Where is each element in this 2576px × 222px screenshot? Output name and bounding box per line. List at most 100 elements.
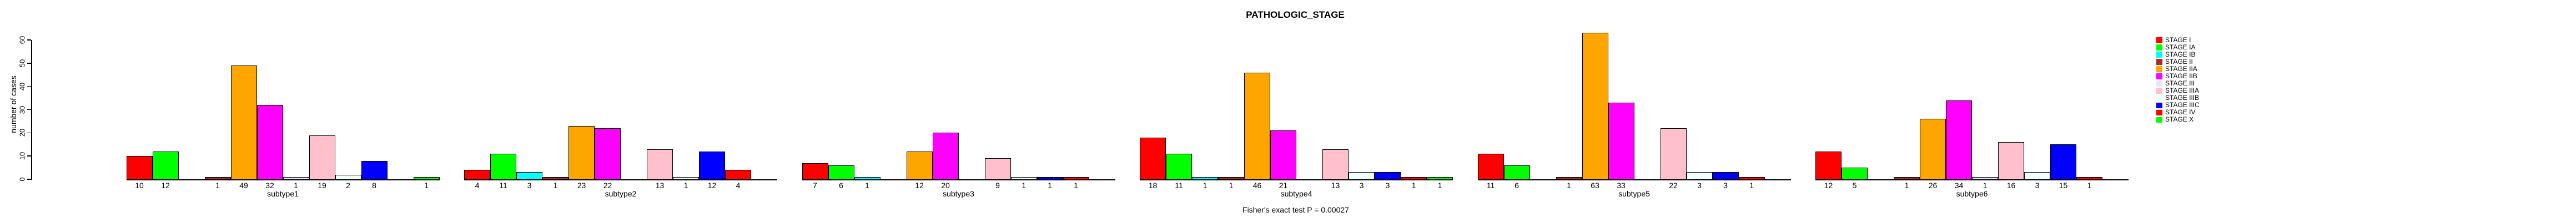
bar [1063,176,1089,180]
bar [1712,172,1739,180]
bar-value-label: 3 [527,181,532,190]
bar-value-label: 34 [1954,181,1964,190]
bar [673,176,699,180]
bar-value-label: 2 [346,181,350,190]
bar [1946,100,1972,180]
legend-swatch [2156,88,2162,94]
bar [283,176,309,180]
bar [1349,172,1375,180]
bar [1218,176,1244,180]
bar-value-label: 7 [813,181,817,190]
legend-label: STAGE I [2165,36,2191,44]
bar-value-label: 15 [2059,181,2068,190]
bar [542,176,568,180]
bar-value-label: 1 [1074,181,1078,190]
chart-title: PATHOLOGIC_STAGE [1246,9,1345,20]
bar-value-label: 1 [424,181,429,190]
bar-value-label: 33 [1617,181,1626,190]
bar-value-label: 1 [1983,181,1988,190]
y-tick-label: 60 [18,36,27,44]
group-label: subtype3 [943,189,974,198]
bar [256,105,283,180]
bar-value-label: 6 [839,181,843,190]
bar-value-label: 3 [1697,181,1702,190]
bar-value-label: 32 [265,181,274,190]
bar-value-label: 1 [1904,181,1909,190]
bar-value-label: 3 [1359,181,1364,190]
bar [1401,176,1427,180]
bar-value-label: 1 [1411,181,1416,190]
y-tick-label: 10 [18,152,27,160]
bar [309,135,335,180]
group-label: subtype1 [267,189,299,198]
bar-value-label: 12 [161,181,170,190]
legend-label: STAGE IIA [2165,64,2197,73]
bar [1166,153,1192,180]
bar-value-label: 3 [2035,181,2040,190]
bar-value-label: 13 [655,181,665,190]
bar [1608,102,1634,180]
bar [335,174,361,180]
bar [802,163,828,180]
bar-value-label: 63 [1591,181,1599,190]
bar [1660,128,1687,180]
bar [699,151,725,180]
bar [1427,176,1453,180]
bar [647,149,673,180]
bar [932,133,959,180]
group-label: subtype5 [1618,189,1650,198]
bar [725,170,751,180]
legend-swatch [2156,117,2162,123]
y-tick-label: 50 [18,59,27,68]
bar-value-label: 26 [1928,181,1938,190]
bar-value-label: 1 [1048,181,1052,190]
legend-label: STAGE IB [2165,50,2196,58]
bar-value-label: 46 [1252,181,1262,190]
bar [984,158,1011,180]
group-baseline [1140,179,1453,180]
bar-value-label: 4 [475,181,480,190]
legend-label: STAGE X [2165,115,2194,124]
legend-swatch [2156,59,2162,65]
y-axis-tick [27,179,31,180]
bar-value-label: 1 [1437,181,1442,190]
bar [516,172,542,180]
bar-value-label: 21 [1279,181,1288,190]
legend-label: STAGE II [2165,57,2193,65]
legend-label: STAGE IIIB [2165,93,2200,102]
bar-value-label: 19 [318,181,326,190]
bar-value-label: 1 [215,181,220,190]
bar [906,151,933,180]
bar-value-label: 1 [1567,181,1571,190]
bar-value-label: 20 [941,181,950,190]
bar-value-label: 1 [2087,181,2092,190]
group-label: subtype4 [1280,189,1312,198]
legend-swatch [2156,80,2162,87]
bar-value-label: 12 [1824,181,1833,190]
bar-value-label: 3 [1385,181,1390,190]
bar [1192,176,1218,180]
y-tick-label: 40 [18,82,27,90]
bar [204,176,231,180]
legend-swatch [2156,95,2162,101]
legend-label: STAGE IA [2165,43,2196,51]
bar [152,151,179,180]
bar-value-label: 18 [1148,181,1158,190]
bar-value-label: 16 [2006,181,2016,190]
y-axis-line [31,40,32,180]
bar-value-label: 3 [1723,181,1728,190]
bar [854,176,881,180]
bar [1842,168,1868,180]
legend-swatch [2156,52,2162,58]
bar-value-label: 1 [865,181,869,190]
bar [1686,172,1713,180]
bar-value-label: 1 [294,181,298,190]
group-baseline [464,179,777,180]
bar-value-label: 11 [1486,181,1495,190]
bar [1010,176,1037,180]
legend-label: STAGE IIB [2165,72,2197,80]
bar [1582,33,1608,180]
bar-value-label: 22 [603,181,612,190]
y-axis-tick [27,155,31,157]
